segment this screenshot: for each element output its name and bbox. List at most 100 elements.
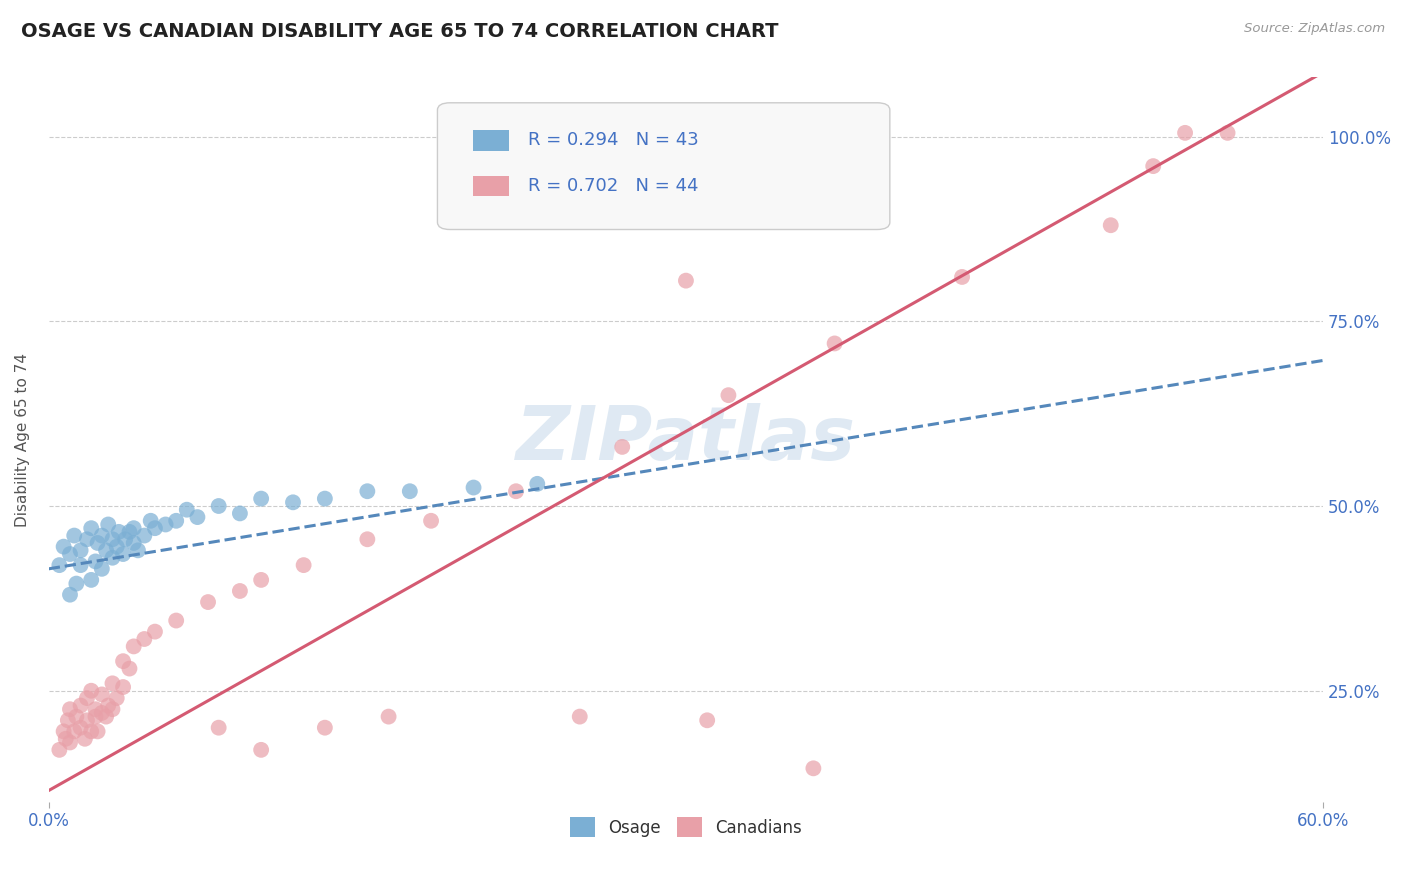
Point	[97, 517, 120, 532]
Point	[165, 614, 187, 628]
Point	[59, 702, 82, 716]
Point	[59, 588, 82, 602]
Point	[803, 761, 825, 775]
Point	[250, 491, 273, 506]
Point	[80, 683, 103, 698]
Point	[1174, 126, 1197, 140]
Point	[94, 543, 117, 558]
Point	[63, 528, 86, 542]
Point	[108, 524, 131, 539]
Point	[696, 714, 718, 728]
Point	[118, 524, 141, 539]
Point	[314, 491, 336, 506]
Point	[90, 688, 112, 702]
Point	[612, 440, 634, 454]
Point	[114, 533, 136, 547]
Point	[101, 550, 124, 565]
Point	[505, 484, 527, 499]
Point	[76, 691, 98, 706]
Point	[59, 735, 82, 749]
Point	[97, 698, 120, 713]
Point	[398, 484, 420, 499]
Point	[105, 540, 128, 554]
Point	[139, 514, 162, 528]
Point	[143, 624, 166, 639]
Point	[134, 632, 156, 646]
Point	[56, 714, 79, 728]
Point	[65, 709, 87, 723]
Point	[526, 476, 548, 491]
Legend: Osage, Canadians: Osage, Canadians	[562, 810, 808, 844]
FancyBboxPatch shape	[474, 130, 509, 151]
Point	[63, 724, 86, 739]
Point	[90, 706, 112, 720]
Point	[101, 702, 124, 716]
Point	[134, 528, 156, 542]
Point	[1216, 126, 1239, 140]
Point	[250, 743, 273, 757]
Point	[69, 543, 91, 558]
Point	[86, 536, 108, 550]
Point	[143, 521, 166, 535]
Point	[463, 481, 485, 495]
FancyBboxPatch shape	[474, 176, 509, 196]
Point	[86, 724, 108, 739]
Point	[112, 654, 135, 668]
Point	[314, 721, 336, 735]
Point	[122, 521, 145, 535]
Point	[1099, 218, 1122, 232]
Point	[356, 533, 378, 547]
Point	[80, 521, 103, 535]
Point	[52, 540, 75, 554]
Point	[112, 680, 135, 694]
Point	[84, 702, 107, 716]
Point	[112, 547, 135, 561]
Point	[101, 676, 124, 690]
Point	[69, 721, 91, 735]
Point	[84, 709, 107, 723]
Point	[80, 573, 103, 587]
Point	[568, 709, 591, 723]
Point	[48, 743, 70, 757]
Point	[76, 714, 98, 728]
Point	[55, 731, 77, 746]
Point	[208, 499, 231, 513]
Point	[69, 698, 91, 713]
Point	[122, 536, 145, 550]
Point	[208, 721, 231, 735]
Text: ZIPatlas: ZIPatlas	[516, 403, 856, 476]
Point	[90, 562, 112, 576]
Point	[94, 709, 117, 723]
Point	[1142, 159, 1164, 173]
Point	[105, 691, 128, 706]
Point	[101, 533, 124, 547]
Point	[281, 495, 304, 509]
Text: Source: ZipAtlas.com: Source: ZipAtlas.com	[1244, 22, 1385, 36]
Point	[250, 573, 273, 587]
Point	[84, 554, 107, 568]
Point	[90, 528, 112, 542]
Point	[48, 558, 70, 573]
Point	[186, 510, 208, 524]
Point	[420, 514, 443, 528]
Point	[65, 576, 87, 591]
Point	[127, 543, 149, 558]
Text: R = 0.702   N = 44: R = 0.702 N = 44	[527, 177, 699, 195]
Point	[122, 640, 145, 654]
Point	[176, 502, 198, 516]
Point	[377, 709, 399, 723]
Point	[229, 507, 252, 521]
Point	[76, 533, 98, 547]
Point	[717, 388, 740, 402]
Point	[80, 724, 103, 739]
Point	[118, 662, 141, 676]
Point	[197, 595, 219, 609]
Text: OSAGE VS CANADIAN DISABILITY AGE 65 TO 74 CORRELATION CHART: OSAGE VS CANADIAN DISABILITY AGE 65 TO 7…	[21, 22, 779, 41]
Point	[950, 269, 973, 284]
Point	[69, 558, 91, 573]
Point	[73, 731, 96, 746]
Point	[52, 724, 75, 739]
Point	[59, 547, 82, 561]
Point	[155, 517, 177, 532]
FancyBboxPatch shape	[437, 103, 890, 229]
